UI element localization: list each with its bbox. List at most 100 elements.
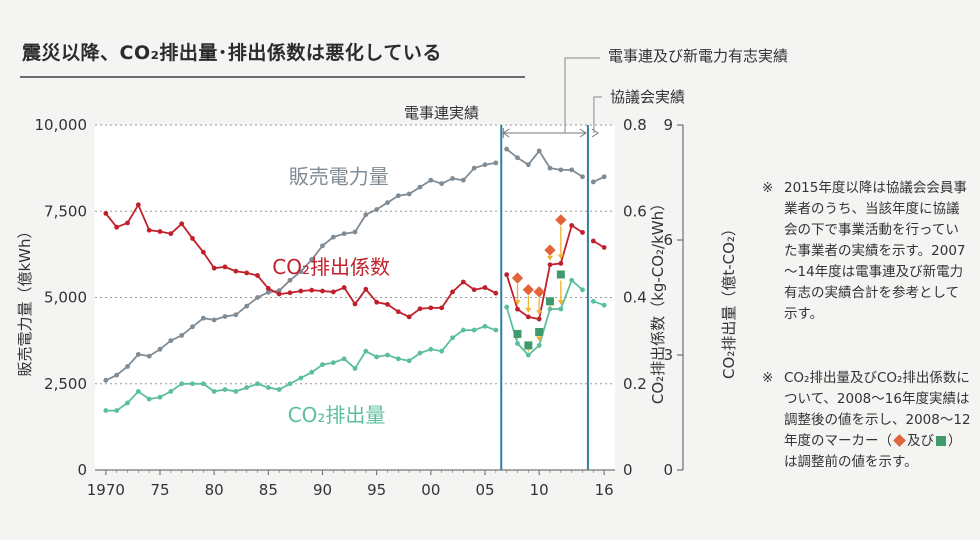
data-point-coef bbox=[395, 309, 401, 315]
data-point-emission bbox=[363, 348, 369, 354]
data-point-emission bbox=[320, 362, 325, 367]
data-point-sales bbox=[330, 234, 336, 240]
data-point-sales bbox=[547, 165, 553, 171]
series-label-coef: CO₂排出係数 bbox=[272, 255, 390, 279]
leader-fepc-plus bbox=[564, 57, 600, 133]
data-point-emission bbox=[374, 354, 380, 360]
data-point-emission bbox=[558, 306, 564, 312]
data-point-sales bbox=[558, 167, 564, 173]
chart-title: 震災以降、CO₂排出量･排出係数は悪化している bbox=[22, 42, 442, 64]
emission-pre-marker bbox=[556, 270, 565, 279]
data-point-coef bbox=[157, 229, 163, 234]
x-tick-label: 90 bbox=[313, 481, 332, 499]
coef-pre-marker bbox=[533, 286, 545, 298]
note-2: ※ CO₂排出量及びCO₂排出係数について、2008～16年度実績は調整後の値を… bbox=[762, 368, 972, 473]
data-point-coef bbox=[320, 288, 325, 294]
data-point-sales bbox=[482, 162, 488, 168]
adjust-arrowhead bbox=[557, 300, 564, 305]
left-axis-title: 販売電力量（億kWh） bbox=[16, 223, 34, 376]
data-point-emission bbox=[525, 352, 531, 358]
data-point-emission bbox=[504, 304, 510, 310]
data-point-coef bbox=[330, 289, 336, 295]
data-point-coef bbox=[276, 291, 282, 297]
emission-pre-marker bbox=[524, 341, 533, 350]
data-point-coef bbox=[244, 270, 250, 276]
data-point-sales bbox=[341, 231, 347, 237]
data-point-sales bbox=[125, 364, 130, 369]
data-point-emission bbox=[330, 360, 336, 366]
data-point-coef bbox=[352, 301, 358, 307]
data-point-coef bbox=[493, 290, 499, 296]
data-point-coef bbox=[406, 314, 412, 320]
data-point-coef bbox=[547, 262, 553, 268]
emission-pre-marker bbox=[535, 328, 544, 336]
note-1-mark: ※ bbox=[762, 180, 774, 196]
data-point-sales bbox=[211, 317, 217, 323]
right2-axis-title: CO₂排出量（億t-CO₂） bbox=[720, 221, 738, 379]
data-point-sales bbox=[504, 146, 510, 152]
left-tick-label: 2,500 bbox=[44, 375, 87, 393]
data-point-emission bbox=[439, 348, 445, 354]
data-point-coef bbox=[341, 285, 347, 290]
diamond-marker-icon bbox=[893, 434, 906, 447]
data-point-sales bbox=[569, 167, 575, 173]
data-point-sales bbox=[179, 333, 185, 338]
data-point-coef bbox=[439, 305, 445, 311]
data-point-emission bbox=[103, 408, 109, 413]
leader-council bbox=[593, 96, 602, 133]
data-point-sales bbox=[374, 207, 380, 212]
data-point-sales bbox=[515, 155, 520, 161]
data-point-coef bbox=[471, 287, 477, 293]
left-tick-label: 10,000 bbox=[35, 116, 88, 134]
data-point-sales bbox=[276, 288, 282, 293]
coef-pre-marker bbox=[511, 272, 524, 284]
data-point-sales bbox=[406, 191, 412, 197]
data-point-emission bbox=[200, 381, 206, 387]
data-point-emission bbox=[190, 381, 195, 387]
data-point-emission bbox=[482, 323, 488, 329]
right1-tick-label: 0 bbox=[623, 461, 633, 479]
data-point-coef bbox=[298, 288, 304, 294]
data-point-sales bbox=[525, 162, 531, 168]
right1-tick-label: 0.8 bbox=[623, 116, 647, 134]
data-point-emission bbox=[569, 277, 575, 283]
data-point-emission bbox=[265, 385, 271, 390]
data-point-sales bbox=[157, 346, 163, 352]
data-point-emission bbox=[547, 306, 553, 312]
data-point-coef bbox=[211, 265, 217, 271]
data-point-sales bbox=[395, 193, 401, 199]
data-point-coef bbox=[601, 245, 607, 250]
data-point-coef bbox=[114, 224, 120, 230]
data-point-sales bbox=[580, 174, 585, 180]
data-point-sales bbox=[460, 177, 466, 183]
data-point-coef bbox=[590, 238, 596, 244]
square-marker-icon bbox=[936, 435, 946, 446]
note-2-text-after: ）は調整前の値を示す。 bbox=[784, 433, 962, 470]
data-point-sales bbox=[114, 372, 120, 378]
data-point-emission bbox=[341, 356, 347, 362]
x-tick-label: 95 bbox=[367, 481, 386, 499]
data-point-coef bbox=[265, 286, 271, 291]
adjust-arrowhead bbox=[557, 254, 564, 260]
data-point-emission bbox=[157, 394, 163, 400]
data-point-coef bbox=[168, 231, 174, 237]
note-2-text: CO₂排出量及びCO₂排出係数について、2008～16年度実績は調整後の値を示し… bbox=[784, 368, 972, 473]
data-point-emission bbox=[298, 375, 304, 381]
data-point-emission bbox=[309, 369, 315, 375]
data-point-coef bbox=[428, 305, 434, 311]
data-point-coef bbox=[103, 211, 109, 216]
x-tick-label: 75 bbox=[150, 481, 169, 499]
x-tick-label: 00 bbox=[421, 481, 440, 499]
data-point-coef bbox=[385, 302, 390, 307]
right2-tick-label: 3 bbox=[663, 346, 673, 364]
data-point-emission bbox=[460, 327, 466, 333]
note-2-text-before: CO₂排出量及びCO₂排出係数について、2008～16年度実績は調整後の値を示し… bbox=[784, 370, 971, 449]
data-point-emission bbox=[179, 381, 185, 387]
data-point-emission bbox=[536, 343, 542, 348]
data-point-coef bbox=[525, 314, 531, 320]
data-point-sales bbox=[439, 181, 445, 187]
right2-tick-label: 9 bbox=[663, 116, 673, 134]
data-point-coef bbox=[580, 229, 585, 235]
data-point-emission bbox=[222, 387, 228, 392]
